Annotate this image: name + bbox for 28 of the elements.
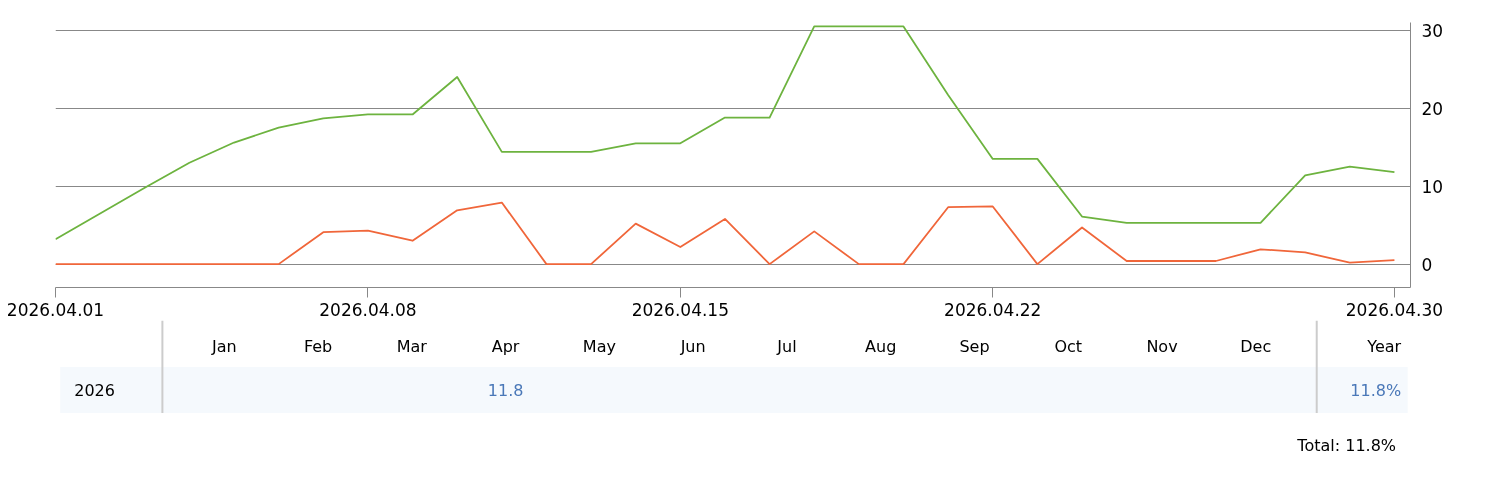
x-tick-label: 2026.04.30 (1345, 299, 1444, 320)
line-series (55, 201, 1396, 266)
category-label: Apr (491, 336, 520, 356)
category-label: Dec (1240, 336, 1272, 356)
text: Total: 11.8% (1296, 435, 1397, 455)
x-tick-label: 2026.04.15 (631, 299, 730, 320)
x-tick-label: 2026.04.08 (319, 299, 417, 320)
category-label: Jul (776, 336, 797, 356)
category-label: May (582, 336, 616, 356)
text: 11.8% (1350, 380, 1402, 400)
x-tick-label: 2026.04.01 (6, 299, 105, 320)
y-tick-label: 20 (1421, 98, 1444, 119)
x-tick-label: 2026.04.22 (944, 299, 1042, 320)
category-label: Jan (210, 336, 237, 356)
category-label: Feb (303, 336, 333, 356)
category-label: Jun (679, 336, 706, 356)
category-label: Oct (1054, 336, 1083, 356)
y-tick-label: 30 (1421, 20, 1444, 41)
category-label: Aug (865, 336, 897, 356)
category-label: 2026 (74, 381, 115, 401)
y-tick-label: 10 (1421, 176, 1444, 197)
category-label: Mar (396, 336, 428, 356)
category-label: Nov (1146, 336, 1178, 356)
y-tick-label: 0 (1421, 254, 1433, 275)
category-label: Year (1366, 336, 1402, 356)
text: 11.8 (487, 381, 524, 401)
line-series (55, 25, 1396, 241)
category-label: Sep (959, 336, 990, 356)
